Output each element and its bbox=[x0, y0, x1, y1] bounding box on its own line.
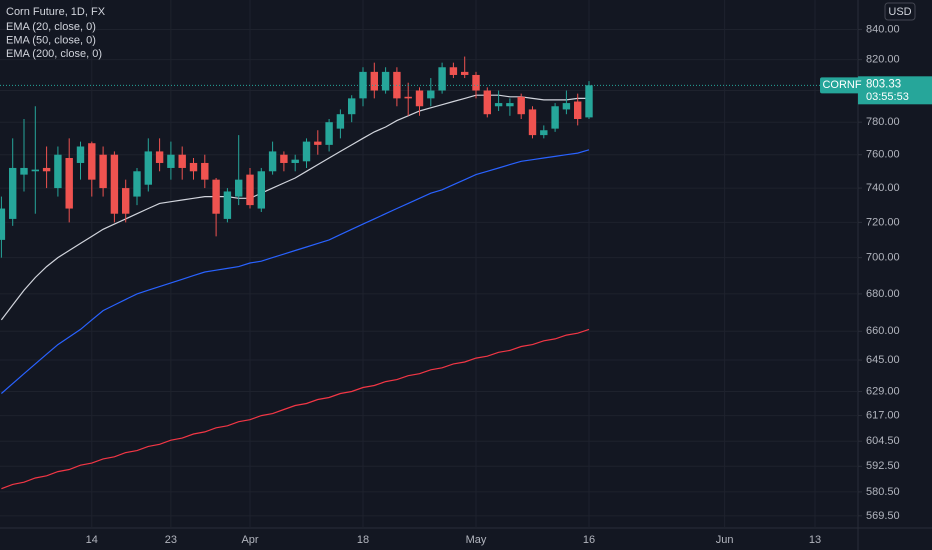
y-tick-label: 780.00 bbox=[866, 116, 900, 128]
y-tick-label: 720.00 bbox=[866, 216, 900, 228]
legend-entry: EMA (50, close, 0) bbox=[6, 34, 96, 46]
y-tick-label: 617.00 bbox=[866, 409, 900, 421]
candle-body bbox=[370, 71, 378, 91]
candle-body bbox=[155, 151, 164, 163]
y-tick-label: 660.00 bbox=[866, 325, 900, 337]
overlay: Corn Future, 1D, FX USD 840.00820.00800.… bbox=[6, 2, 932, 546]
y-tick-label: 645.00 bbox=[866, 354, 900, 366]
candle-body bbox=[336, 114, 345, 129]
chart-title: Corn Future, 1D, FX bbox=[6, 6, 106, 18]
candle-body bbox=[133, 171, 141, 197]
y-tick-label: 760.00 bbox=[866, 149, 900, 161]
candle-body bbox=[302, 141, 311, 162]
candle-body bbox=[291, 159, 299, 163]
candle-body bbox=[88, 143, 96, 180]
legend-entry: EMA (20, close, 0) bbox=[6, 21, 96, 33]
last-price-label: 803.33 bbox=[866, 78, 901, 90]
candle-body bbox=[562, 103, 571, 110]
candle-body bbox=[427, 90, 435, 99]
candle-body bbox=[381, 71, 390, 91]
x-tick-label: Apr bbox=[241, 534, 258, 546]
candle-body bbox=[517, 96, 525, 115]
candle-body bbox=[574, 101, 582, 119]
candle-body bbox=[31, 169, 39, 172]
candle-body bbox=[65, 158, 73, 209]
candle-body bbox=[167, 154, 175, 168]
candle-body bbox=[494, 103, 503, 107]
y-tick-label: 740.00 bbox=[866, 182, 900, 194]
last-price-box bbox=[858, 76, 932, 105]
x-tick-label: 16 bbox=[583, 534, 595, 546]
legend-entry: EMA (200, close, 0) bbox=[6, 48, 102, 60]
y-tick-label: 580.50 bbox=[866, 486, 900, 498]
y-tick-label: 604.50 bbox=[866, 435, 900, 447]
candle-body bbox=[212, 179, 220, 214]
candle-body bbox=[415, 90, 424, 107]
candle-body bbox=[506, 103, 514, 107]
candle-body bbox=[201, 162, 209, 180]
candle-body bbox=[246, 174, 254, 206]
y-tick-label: 700.00 bbox=[866, 252, 900, 264]
x-tick-label: May bbox=[466, 534, 487, 546]
currency[interactable]: USD bbox=[888, 6, 911, 18]
x-tick-label: 23 bbox=[165, 534, 177, 546]
candle-body bbox=[76, 146, 85, 163]
x-tick-label: 13 bbox=[809, 534, 821, 546]
candle-body bbox=[20, 167, 28, 175]
candle-body bbox=[404, 96, 412, 99]
x-tick-label: Jun bbox=[716, 534, 734, 546]
candle-body bbox=[223, 191, 232, 219]
candle-body bbox=[110, 154, 119, 214]
candle-body bbox=[0, 208, 6, 240]
candle-body bbox=[449, 67, 458, 75]
candle-body bbox=[257, 171, 265, 209]
ema-line bbox=[1, 328, 590, 490]
x-tick-label: 18 bbox=[357, 534, 369, 546]
candle-body bbox=[54, 154, 62, 189]
candle-body bbox=[528, 109, 537, 136]
candle-body bbox=[461, 71, 469, 75]
candle-body bbox=[42, 167, 51, 172]
countdown: 03:55:53 bbox=[866, 91, 909, 103]
y-tick-label: 680.00 bbox=[866, 288, 900, 300]
candle-body bbox=[348, 98, 356, 115]
currency-box[interactable] bbox=[884, 2, 916, 21]
ema-line bbox=[0, 94, 589, 321]
y-tick-label: 820.00 bbox=[866, 54, 900, 66]
symbol-label: CORNF bbox=[822, 79, 861, 91]
candle-body bbox=[585, 85, 593, 118]
y-tick-label: 629.00 bbox=[866, 385, 900, 397]
candle-body bbox=[178, 154, 186, 168]
candle-body bbox=[551, 106, 559, 129]
candle-body bbox=[472, 74, 480, 91]
candle-body bbox=[189, 162, 198, 172]
candle-body bbox=[280, 154, 288, 163]
candle-body bbox=[325, 122, 333, 145]
ema-line bbox=[1, 149, 590, 394]
candle-body bbox=[540, 130, 548, 136]
symbol-box bbox=[820, 77, 865, 94]
candle-body bbox=[268, 151, 277, 172]
y-tick-label: 592.50 bbox=[866, 460, 900, 472]
y-tick-label: 840.00 bbox=[866, 23, 900, 35]
candle-body bbox=[235, 179, 243, 197]
candle-body bbox=[122, 188, 130, 214]
y-tick-label: 569.50 bbox=[866, 510, 900, 522]
candle-body bbox=[438, 67, 446, 91]
candle-body bbox=[314, 141, 322, 145]
x-tick-label: 14 bbox=[86, 534, 98, 546]
candle-body bbox=[99, 154, 107, 189]
candle-body bbox=[144, 151, 152, 185]
candle-body bbox=[9, 167, 17, 219]
candle-body bbox=[483, 90, 491, 115]
plot bbox=[0, 56, 858, 490]
